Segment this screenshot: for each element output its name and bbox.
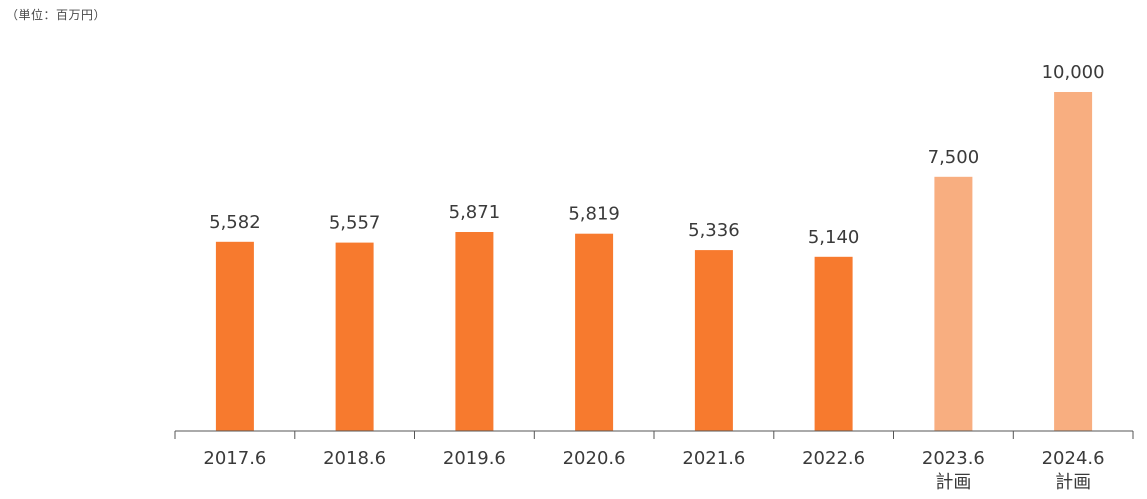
value-label-2018.6: 5,557 xyxy=(329,213,381,234)
tick-sublabel-2023.6: 計画 xyxy=(935,472,971,493)
value-label-2023.6: 7,500 xyxy=(928,147,980,168)
bar-2018.6 xyxy=(335,242,374,431)
bar-2017.6 xyxy=(215,241,254,431)
tick-label-2020.6: 2020.6 xyxy=(563,448,626,469)
tick-label-2018.6: 2018.6 xyxy=(323,448,386,469)
value-label-2019.6: 5,871 xyxy=(449,202,501,223)
tick-label-2017.6: 2017.6 xyxy=(203,448,266,469)
bar-2021.6 xyxy=(694,250,733,431)
value-label-2017.6: 5,582 xyxy=(209,212,261,233)
value-label-2021.6: 5,336 xyxy=(688,220,740,241)
tick-label-2024.6: 2024.6 xyxy=(1042,448,1105,469)
value-label-2022.6: 5,140 xyxy=(808,227,860,248)
bars-group xyxy=(215,92,1093,432)
tick-sublabel-2024.6: 計画 xyxy=(1055,472,1091,493)
unit-label: （単位：百万円） xyxy=(6,8,107,22)
bar-2023.6 xyxy=(934,176,973,432)
x-axis xyxy=(174,430,1134,439)
tick-label-2023.6: 2023.6 xyxy=(922,448,985,469)
tick-label-2019.6: 2019.6 xyxy=(443,448,506,469)
value-label-2024.6: 10,000 xyxy=(1042,62,1105,83)
value-labels-group: 5,582 5,557 5,871 5,819 5,336 5,140 7,500 10,00… xyxy=(209,62,1104,248)
value-label-2020.6: 5,819 xyxy=(568,204,620,225)
bar-2020.6 xyxy=(575,233,614,431)
bar-2024.6 xyxy=(1054,92,1093,431)
bar-2022.6 xyxy=(814,256,853,431)
bar-2019.6 xyxy=(455,232,494,431)
tick-label-2022.6: 2022.6 xyxy=(802,448,865,469)
tick-labels-group: 2017.6 2018.6 2019.6 2020.6 2021.6 2022.6 2023… xyxy=(203,448,1104,493)
tick-label-2021.6: 2021.6 xyxy=(682,448,745,469)
